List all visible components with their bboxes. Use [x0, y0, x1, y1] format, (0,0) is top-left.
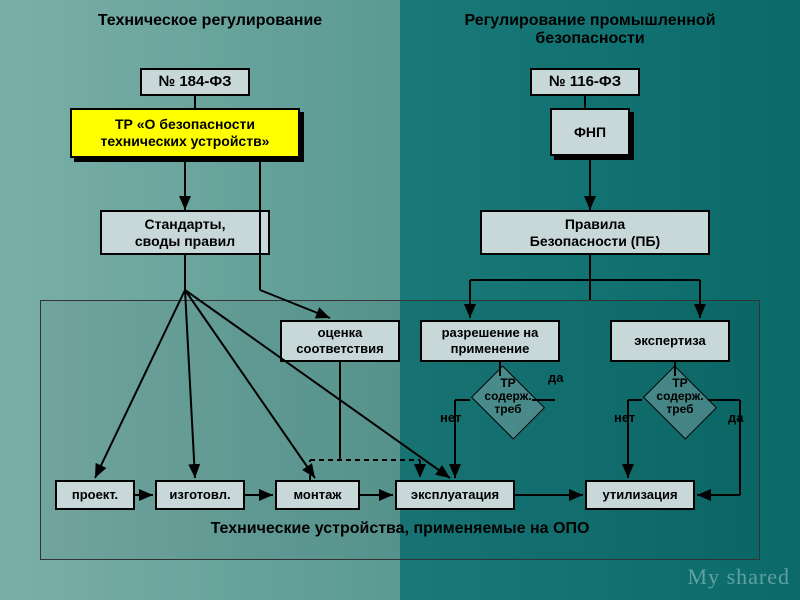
node-conformity: оценка соответствия: [280, 320, 400, 362]
node-standards: Стандарты, своды правил: [100, 210, 270, 255]
label-yes-1: да: [548, 370, 563, 385]
node-tr-safety: ТР «О безопасности технических устройств…: [70, 108, 300, 158]
law-left: № 184-ФЗ: [140, 68, 250, 96]
node-project: проект.: [55, 480, 135, 510]
watermark: My shared: [688, 564, 790, 590]
diamond-1-text: ТР содерж. треб: [478, 377, 538, 417]
law-right: № 116-ФЗ: [530, 68, 640, 96]
node-mounting: монтаж: [275, 480, 360, 510]
node-operation: эксплуатация: [395, 480, 515, 510]
node-permission: разрешение на применение: [420, 320, 560, 362]
node-pb-rules: Правила Безопасности (ПБ): [480, 210, 710, 255]
label-yes-2: да: [728, 410, 743, 425]
label-no-1: нет: [440, 410, 461, 425]
title-right: Регулирование промышленной безопасности: [430, 12, 750, 48]
diamond-2-text: ТР содерж. треб: [650, 377, 710, 417]
title-left: Техническое регулирование: [60, 12, 360, 30]
node-utilization: утилизация: [585, 480, 695, 510]
footer-text: Технические устройства, применяемые на О…: [120, 520, 680, 538]
node-manufacture: изготовл.: [155, 480, 245, 510]
node-fnp: ФНП: [550, 108, 630, 156]
node-expertise: экспертиза: [610, 320, 730, 362]
label-no-2: нет: [614, 410, 635, 425]
